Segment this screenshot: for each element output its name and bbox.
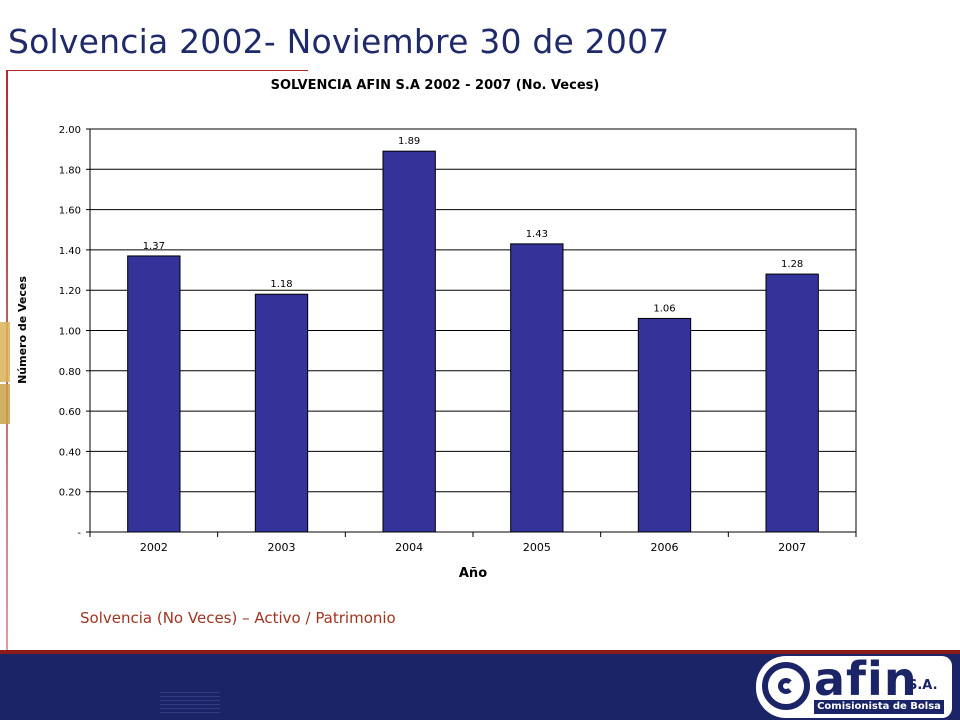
caption-text: Solvencia (No Veces) – Activo / Patrimon… [80,609,396,627]
data-label: 1.28 [781,259,803,270]
y-tick-label: 1.40 [59,246,81,257]
afin-logo: afin S.A. Comisionista de Bolsa [756,652,952,718]
x-axis-label: Año [459,566,487,581]
bar-2002 [127,255,181,533]
bar-data-labels: 1.37 1.18 1.89 1.43 1.06 1.28 [143,136,804,314]
logo-suffix: S.A. [908,678,938,693]
x-tick-label: 2007 [778,541,806,554]
data-label: 1.89 [398,136,420,147]
bar-2003 [254,293,309,533]
footer-accent-line [0,650,960,654]
chart-area: SOLVENCIA AFIN S.A 2002 - 2007 (No. Vece… [10,72,878,592]
y-axis-ticks: - 0.20 0.40 0.60 0.80 1.00 1.20 1.40 1.60 1.80 2.0… [59,125,90,539]
gridlines [90,168,856,493]
bar-2004 [382,150,436,533]
slide-title: Solvencia 2002- Noviembre 30 de 2007 [8,22,670,61]
x-tick-label: 2004 [395,541,423,554]
logo-subtitle: Comisionista de Bolsa [814,700,944,714]
y-tick-label: 1.80 [59,165,81,176]
x-axis-ticks: 2002 2003 2004 2005 2006 2007 [89,532,857,554]
y-tick-label: 2.00 [59,125,81,136]
logo-wordmark: afin [814,652,918,706]
y-axis-label: Número de Veces [16,276,29,384]
y-tick-label: 0.80 [59,367,81,378]
footer-fine-print-decoration [160,692,220,714]
bar-2006 [637,317,692,533]
y-tick-label: - [77,528,81,539]
y-tick-label: 0.20 [59,488,81,499]
bar-2007 [765,273,819,533]
footer-bar: afin S.A. Comisionista de Bolsa [0,652,960,720]
title-underline [8,70,308,71]
x-tick-label: 2002 [140,541,168,554]
y-tick-label: 1.20 [59,286,81,297]
data-label: 1.43 [526,229,548,240]
x-tick-label: 2005 [523,541,551,554]
y-tick-label: 1.60 [59,206,81,217]
y-tick-label: 0.60 [59,407,81,418]
bar-chart: SOLVENCIA AFIN S.A 2002 - 2007 (No. Vece… [16,78,857,581]
data-label: 1.18 [270,279,292,290]
y-tick-label: 1.00 [59,327,81,338]
data-label: 1.06 [653,303,675,314]
bars [127,150,819,533]
x-tick-label: 2006 [651,541,679,554]
x-tick-label: 2003 [268,541,296,554]
bar-2005 [510,243,564,533]
chart-title: SOLVENCIA AFIN S.A 2002 - 2007 (No. Vece… [271,78,600,93]
y-tick-label: 0.40 [59,447,81,458]
data-label: 1.37 [143,241,165,252]
logo-swirl-icon [762,662,810,710]
